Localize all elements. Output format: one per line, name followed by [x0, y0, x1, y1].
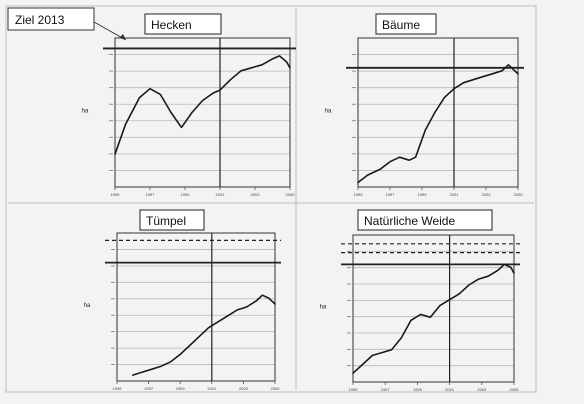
- x-tick-label: 2003: [482, 192, 492, 197]
- chart-title: Tümpel: [146, 214, 186, 228]
- figure-border: [5, 5, 537, 393]
- x-tick-label: 2003: [477, 387, 487, 392]
- plot-frame: [114, 37, 291, 188]
- x-tick-label: 1995: [113, 386, 123, 391]
- chart-title: Bäume: [382, 18, 420, 32]
- x-tick-label: 2001: [207, 386, 217, 391]
- x-tick-label: 1995: [111, 192, 121, 197]
- series-line: [352, 263, 515, 374]
- plot-frame: [357, 37, 519, 188]
- title-box: [144, 13, 222, 35]
- x-tick-label: 1995: [349, 387, 359, 392]
- title-box: [357, 209, 493, 231]
- series-line: [114, 55, 291, 155]
- annotation-box: [7, 7, 95, 31]
- x-tick-label: 1999: [418, 192, 428, 197]
- y-axis-label: ha: [320, 305, 327, 311]
- title-box: [139, 209, 205, 231]
- y-axis-label: ha: [84, 303, 91, 309]
- plot-frame: [352, 234, 515, 383]
- x-tick-label: 1995: [354, 192, 364, 197]
- x-tick-label: 2005: [286, 192, 296, 197]
- x-tick-label: 2005: [271, 386, 281, 391]
- y-axis-label: ha: [82, 109, 89, 115]
- x-tick-label: 1999: [413, 387, 423, 392]
- x-tick-label: 1999: [176, 386, 186, 391]
- annotation-text: Ziel 2013: [15, 13, 65, 27]
- chart-title: Natürliche Weide: [364, 214, 455, 228]
- x-tick-label: 1997: [144, 386, 154, 391]
- x-tick-label: 2001: [216, 192, 226, 197]
- x-tick-label: 1997: [381, 387, 391, 392]
- x-tick-label: 2003: [251, 192, 261, 197]
- x-tick-label: 2001: [450, 192, 460, 197]
- x-tick-label: 2005: [514, 192, 524, 197]
- series-line: [132, 294, 276, 376]
- title-box: [375, 13, 437, 35]
- plot-frame: [116, 232, 276, 382]
- y-axis-label: ha: [325, 109, 332, 115]
- x-tick-label: 1997: [146, 192, 156, 197]
- x-tick-label: 1999: [181, 192, 191, 197]
- series-line: [357, 64, 519, 184]
- x-tick-label: 1997: [386, 192, 396, 197]
- x-tick-label: 2005: [510, 387, 520, 392]
- x-tick-label: 2001: [445, 387, 455, 392]
- x-tick-label: 2003: [239, 386, 249, 391]
- chart-title: Hecken: [151, 18, 192, 32]
